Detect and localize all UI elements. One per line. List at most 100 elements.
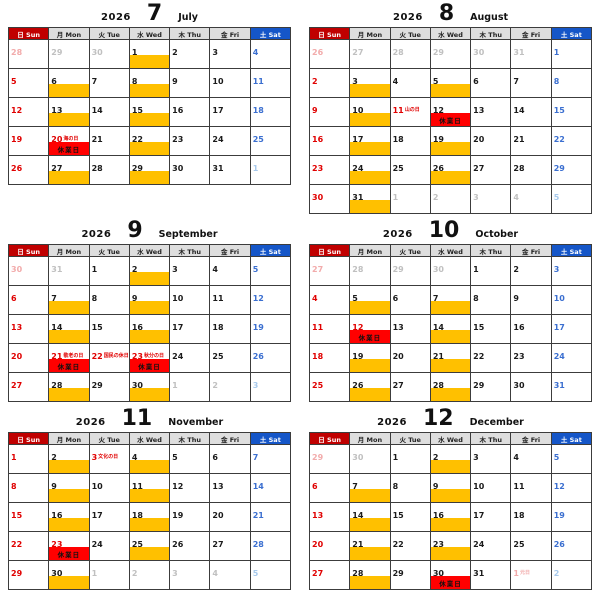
day-number: 29 <box>91 381 103 390</box>
day-number: 16 <box>51 511 63 520</box>
month-grid: 日 Sun 月 Mon 火 Tue 水 Wed 木 Thu 金 Fri 土 Sat 26 27 2… <box>309 27 592 214</box>
day-header-thu: 木 Thu <box>170 245 211 257</box>
week-row: 13 14 15 16 17 18 19 <box>9 315 291 344</box>
weekday-header-row: 日 Sun 月 Mon 火 Tue 水 Wed 木 Thu 金 Fri 土 Sat <box>9 245 291 257</box>
day-number: 25 <box>212 352 224 361</box>
day-number: 2 <box>513 265 519 274</box>
day-header-sat: 土 Sat <box>551 433 592 445</box>
day-cell: 10 <box>210 69 251 98</box>
day-cell: 20海の日 休業日 <box>49 127 90 156</box>
day-cell: 23勤労感謝の日休業日 <box>49 532 90 561</box>
day-cell: 12スポーツの日休業日 <box>350 315 391 344</box>
day-number: 10 <box>352 106 364 115</box>
day-header-sun: 日 Sun <box>310 433 351 445</box>
day-cell: 12 <box>170 474 211 503</box>
day-number: 22 <box>392 540 404 549</box>
month-title: 2026 7 July <box>8 3 291 26</box>
week-row: 27 28 29 30 1 2 3 <box>9 373 291 402</box>
day-number: 4 <box>252 48 259 57</box>
day-cell: 21敬老の日 休業日 <box>49 344 90 373</box>
weekday-header-row: 日 Sun 月 Mon 火 Tue 水 Wed 木 Thu 金 Fri 土 Sat <box>310 433 592 445</box>
day-cell: 9 <box>310 98 351 127</box>
event-bar <box>129 460 170 473</box>
month-name: December <box>469 417 524 428</box>
day-number: 30 <box>352 453 364 462</box>
day-cell: 28 <box>350 257 391 286</box>
day-cell: 4 <box>129 445 171 474</box>
month-number: 8 <box>438 1 455 26</box>
closed-day-bar: 休業日 <box>49 547 89 560</box>
event-bar <box>49 460 89 473</box>
event-bar <box>350 489 390 502</box>
day-cell: 30 <box>9 257 50 286</box>
day-number: 6 <box>51 77 57 86</box>
closed-day-bar: 休業日 <box>350 330 390 343</box>
day-number: 9 <box>432 482 439 491</box>
day-cell: 1 <box>551 40 592 69</box>
day-header-mon: 月 Mon <box>350 28 391 40</box>
day-cell: 19 <box>430 127 472 156</box>
week-row: 25 26 27 28 29 30 31 <box>310 373 592 402</box>
day-header-thu: 木 Thu <box>471 28 512 40</box>
day-header-fri: 金 Fri <box>511 433 552 445</box>
month-grid: 日 Sun 月 Mon 火 Tue 水 Wed 木 Thu 金 Fri 土 Sat 27 28 2… <box>309 244 592 402</box>
day-cell: 30 <box>350 445 391 474</box>
day-cell: 23 <box>511 344 552 373</box>
event-bar <box>350 518 390 531</box>
day-cell: 2 <box>310 69 351 98</box>
day-cell: 24 <box>471 532 512 561</box>
day-cell: 20 <box>390 344 431 373</box>
day-number: 5 <box>172 453 178 462</box>
day-number: 17 <box>352 135 364 144</box>
day-cell: 16 <box>430 503 472 532</box>
day-cell: 31 <box>350 185 391 214</box>
day-number: 11 <box>131 482 143 491</box>
day-number: 7 <box>91 77 98 86</box>
day-number: 14 <box>252 482 264 491</box>
day-cell: 11 <box>250 69 291 98</box>
day-cell: 4 <box>210 257 251 286</box>
day-cell: 5 <box>430 69 472 98</box>
day-number: 21 <box>51 352 63 361</box>
day-number: 19 <box>11 135 23 144</box>
day-header-mon: 月 Mon <box>49 28 90 40</box>
day-cell: 2 <box>49 445 90 474</box>
day-cell: 27 <box>310 257 351 286</box>
day-cell: 6 <box>471 69 512 98</box>
day-cell: 21 <box>350 532 391 561</box>
day-number: 26 <box>432 164 444 173</box>
event-bar <box>430 330 471 343</box>
day-number: 11 <box>392 106 404 115</box>
day-cell: 20 <box>210 503 251 532</box>
day-number: 4 <box>513 193 519 202</box>
month-year: 2026 <box>392 12 423 23</box>
week-row: 23 24 25 26 27 28 29 <box>310 156 592 185</box>
week-row: 13 14 15 16 17 18 19 <box>310 503 592 532</box>
holiday-label: 敬老の日 <box>63 353 84 359</box>
day-header-sat: 土 Sat <box>551 28 592 40</box>
day-number: 28 <box>252 540 264 549</box>
month-name: August <box>470 12 509 23</box>
day-header-tue: 火 Tue <box>390 433 431 445</box>
month-block-september: 2026 9 September 日 Sun 月 Mon 火 Tue 水 Wed 木 Thu 金… <box>8 220 291 402</box>
month-name: November <box>168 417 224 428</box>
day-number: 6 <box>473 77 479 86</box>
day-cell: 3文化の日 <box>89 445 130 474</box>
day-number: 10 <box>553 294 565 303</box>
day-header-sun: 日 Sun <box>310 245 351 257</box>
day-cell: 5 <box>250 561 291 590</box>
event-bar <box>430 301 471 314</box>
day-number: 30 <box>51 569 63 578</box>
month-title: 2026 11 November <box>8 408 291 431</box>
day-cell: 12 休業日 <box>430 98 472 127</box>
weekday-header-row: 日 Sun 月 Mon 火 Tue 水 Wed 木 Thu 金 Fri 土 Sat <box>310 28 592 40</box>
day-number: 5 <box>432 77 439 86</box>
closed-day-bar: 休業日 <box>49 359 89 372</box>
week-row: 11 12スポーツの日休業日13 14 15 16 17 <box>310 315 592 344</box>
day-cell: 14 <box>350 503 391 532</box>
day-cell: 25 <box>310 373 351 402</box>
week-row: 30 31 1 2 3 4 5 <box>310 185 592 214</box>
day-cell: 7 <box>350 474 391 503</box>
day-number: 31 <box>51 265 63 274</box>
day-number: 5 <box>352 294 358 303</box>
